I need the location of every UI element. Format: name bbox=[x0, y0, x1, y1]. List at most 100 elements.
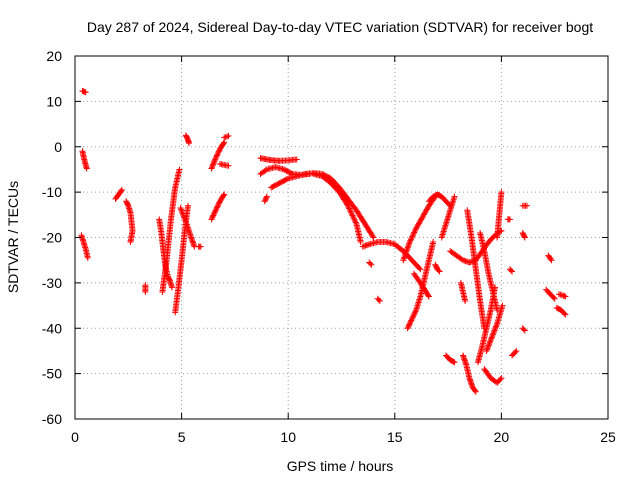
data-point bbox=[118, 187, 125, 194]
data-point bbox=[418, 216, 425, 223]
series-arc-j6 bbox=[506, 266, 516, 275]
data-point bbox=[182, 217, 189, 224]
x-tick-label: 20 bbox=[494, 429, 510, 445]
series-arc-b3 bbox=[142, 282, 149, 295]
series-arc-j2 bbox=[509, 347, 520, 359]
data-point bbox=[408, 236, 415, 243]
x-axis-title: GPS time / hours bbox=[287, 458, 394, 474]
data-point bbox=[178, 207, 185, 214]
plot-frame bbox=[74, 55, 609, 420]
data-point bbox=[521, 234, 528, 241]
data-point bbox=[435, 267, 442, 274]
data-point bbox=[346, 205, 353, 212]
data-point bbox=[513, 347, 520, 354]
data-point bbox=[409, 233, 416, 240]
data-points bbox=[78, 87, 569, 395]
data-point bbox=[420, 211, 427, 218]
data-point bbox=[346, 206, 353, 213]
series-arc-c3 bbox=[172, 202, 191, 316]
data-point bbox=[488, 334, 495, 341]
data-point bbox=[220, 192, 227, 199]
data-point bbox=[213, 204, 220, 211]
data-point bbox=[215, 200, 222, 207]
data-point bbox=[411, 228, 418, 235]
data-point bbox=[485, 343, 492, 350]
data-point bbox=[412, 308, 419, 315]
y-tick-label: -50 bbox=[42, 366, 62, 382]
data-point bbox=[351, 216, 358, 223]
data-point bbox=[506, 216, 513, 223]
data-point bbox=[293, 156, 300, 163]
data-point bbox=[348, 209, 355, 216]
y-tick-label: -40 bbox=[42, 320, 62, 336]
data-point bbox=[210, 161, 217, 168]
series-arc-f2 bbox=[310, 170, 364, 246]
data-point bbox=[472, 388, 479, 395]
data-point bbox=[83, 165, 90, 172]
data-point bbox=[520, 326, 527, 333]
data-point bbox=[412, 226, 419, 233]
data-point bbox=[498, 189, 505, 196]
data-point bbox=[208, 165, 215, 172]
data-point bbox=[498, 375, 505, 382]
series-arc-d4 bbox=[216, 160, 232, 169]
data-point bbox=[212, 208, 219, 215]
data-point bbox=[368, 261, 375, 268]
data-point bbox=[221, 191, 228, 198]
x-tick-label: 25 bbox=[600, 429, 616, 445]
data-point bbox=[521, 327, 528, 334]
data-point bbox=[430, 239, 437, 246]
data-point bbox=[488, 335, 495, 342]
data-point bbox=[410, 313, 417, 320]
data-point bbox=[186, 140, 193, 147]
series-arc-c2 bbox=[159, 166, 183, 295]
data-point bbox=[523, 202, 530, 209]
series-arc-g1 bbox=[359, 239, 424, 273]
series-arc-i8 bbox=[483, 302, 506, 354]
series-arc-h4 bbox=[442, 352, 458, 366]
data-point bbox=[421, 210, 428, 217]
series-arc-e1 bbox=[257, 155, 300, 164]
data-point bbox=[214, 151, 221, 158]
data-point bbox=[410, 230, 417, 237]
data-point bbox=[215, 202, 222, 209]
data-point bbox=[118, 186, 125, 193]
data-point bbox=[283, 176, 290, 183]
series-arc-d2 bbox=[208, 191, 228, 223]
data-point bbox=[347, 208, 354, 215]
data-point bbox=[408, 316, 415, 323]
data-point bbox=[344, 201, 351, 208]
data-point bbox=[210, 160, 217, 167]
data-point bbox=[211, 209, 218, 216]
data-point bbox=[493, 323, 500, 330]
data-point bbox=[462, 298, 469, 305]
data-point bbox=[423, 206, 430, 213]
data-point bbox=[492, 326, 499, 333]
series-arc-j4 bbox=[519, 202, 530, 209]
data-point bbox=[262, 167, 269, 174]
data-point bbox=[490, 330, 497, 337]
data-point bbox=[420, 212, 427, 219]
y-tick-label: 20 bbox=[46, 48, 62, 64]
data-point bbox=[84, 254, 91, 261]
data-point bbox=[176, 166, 183, 173]
series-arc-i2 bbox=[457, 279, 469, 305]
data-point bbox=[208, 216, 215, 223]
series-arc-c4 bbox=[177, 205, 198, 250]
data-point bbox=[484, 345, 491, 352]
x-tick-label: 5 bbox=[178, 429, 186, 445]
data-point bbox=[411, 309, 418, 316]
data-point bbox=[345, 204, 352, 211]
data-point bbox=[419, 214, 426, 221]
y-tick-label: -20 bbox=[42, 230, 62, 246]
data-point bbox=[489, 331, 496, 338]
data-point bbox=[548, 257, 555, 264]
data-point bbox=[224, 133, 231, 140]
series-arc-j5 bbox=[519, 325, 528, 334]
series-arc-i4 bbox=[464, 207, 488, 332]
grid bbox=[75, 56, 608, 419]
data-point bbox=[407, 320, 414, 327]
data-point bbox=[375, 296, 382, 303]
series-arc-g3 bbox=[374, 295, 383, 305]
series-arc-a2 bbox=[79, 148, 90, 172]
